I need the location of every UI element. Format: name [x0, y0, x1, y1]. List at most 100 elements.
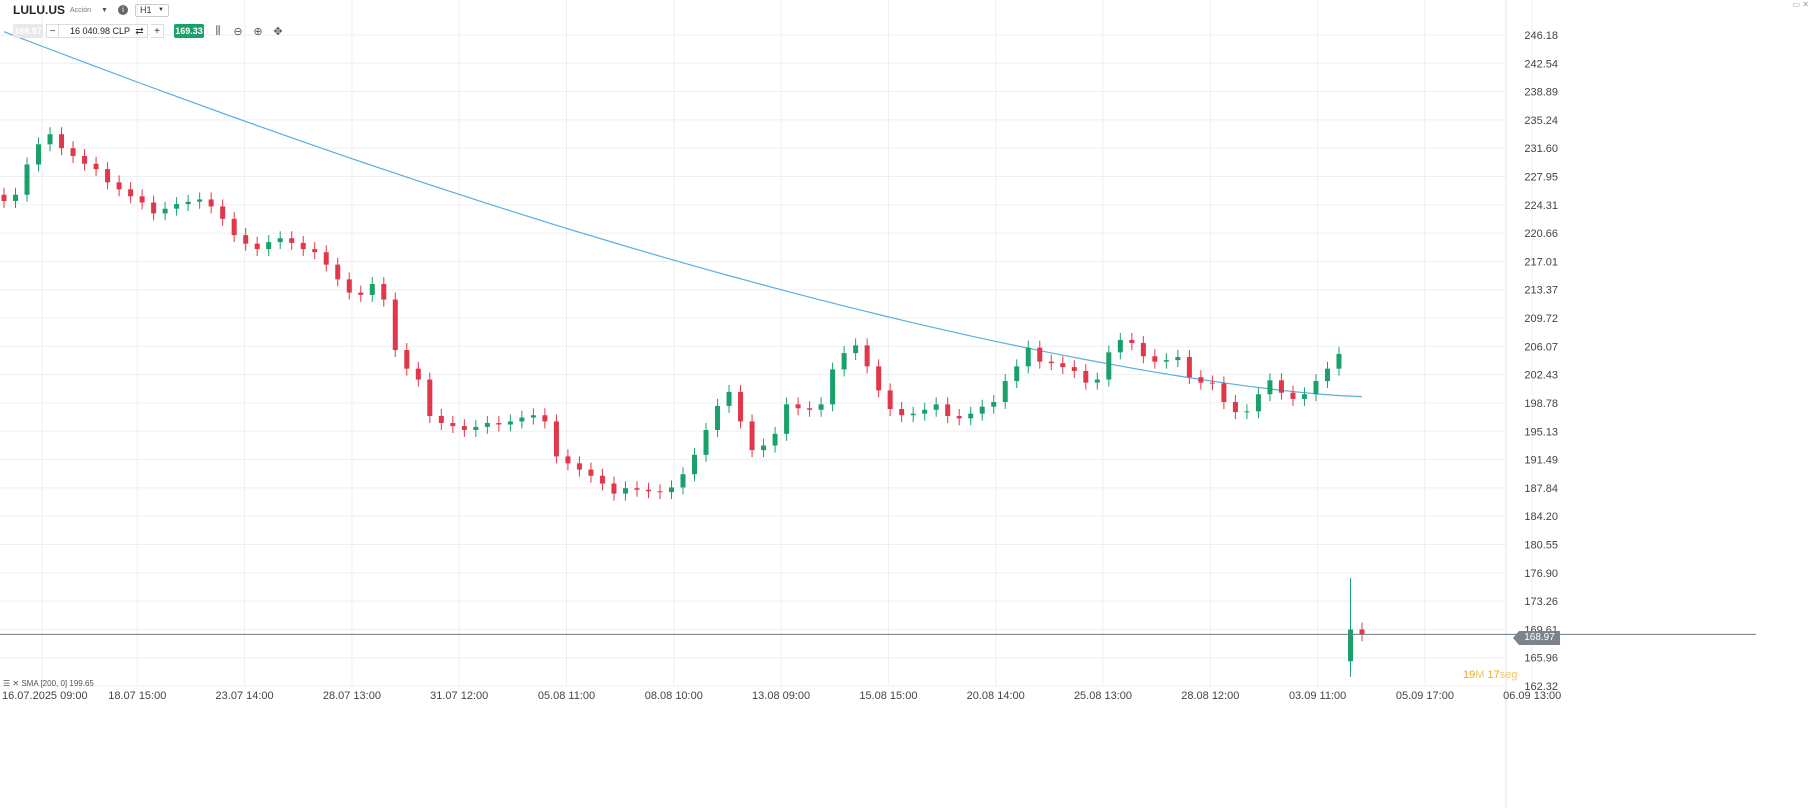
candle-body: [668, 487, 674, 493]
zoom-out-icon[interactable]: ⊖: [233, 25, 243, 38]
y-tick-label: 162.32: [1524, 681, 1558, 693]
candlestick-icon[interactable]: ⫼: [215, 24, 221, 37]
y-tick-label: 173.26: [1524, 596, 1558, 608]
candle-body: [876, 366, 882, 391]
y-tick-label: 165.96: [1524, 653, 1558, 665]
candle-body: [1048, 361, 1054, 364]
candlesticks: [1, 127, 1365, 677]
candle-body: [139, 196, 145, 203]
candle-body: [553, 421, 559, 457]
y-tick-label: 187.84: [1524, 483, 1558, 495]
candle-body: [715, 405, 721, 430]
candle-body: [197, 199, 203, 202]
candle-body: [576, 463, 582, 470]
x-tick-label: 20.08 14:00: [967, 690, 1025, 702]
candle-body: [151, 202, 157, 214]
y-tick-label: 213.37: [1524, 285, 1558, 297]
candle-body: [162, 208, 168, 214]
candle-body: [277, 238, 283, 243]
x-tick-label: 05.08 11:00: [538, 690, 595, 702]
candle-body: [243, 235, 249, 244]
candle-body: [1255, 394, 1261, 412]
candle-body: [841, 353, 847, 370]
countdown-seconds-unit: seg: [1499, 669, 1518, 681]
candle-body: [427, 379, 433, 417]
zoom-in-icon[interactable]: ⊕: [253, 25, 263, 38]
candle-body: [542, 415, 548, 422]
candle-body: [991, 402, 997, 407]
sma-legend-text: SMA [200, 0] 199.65: [21, 679, 94, 688]
candle-body: [266, 242, 272, 250]
candle-body: [910, 413, 916, 416]
crosshair-icon[interactable]: ✥: [273, 25, 283, 38]
candle-body: [1083, 370, 1089, 383]
candle-body: [1290, 392, 1296, 399]
symbol-name[interactable]: LULU.US: [13, 3, 65, 17]
candle-body: [1140, 343, 1146, 357]
symbol-bar: LULU.US Acción ▼ i H1 ▼: [0, 0, 169, 20]
increase-amount-button[interactable]: +: [151, 24, 164, 38]
candle-body: [381, 284, 387, 300]
candle-body: [358, 292, 364, 295]
candle-body: [438, 416, 444, 423]
close-icon[interactable]: ✕: [12, 679, 20, 688]
candle-body: [1198, 377, 1204, 383]
candle-body: [899, 409, 905, 416]
candle-body: [116, 182, 122, 190]
y-tick-label: 235.24: [1524, 115, 1558, 127]
candle-body: [13, 194, 19, 201]
window-controls[interactable]: ▭ ✕: [1792, 0, 1809, 9]
y-tick-label: 198.78: [1524, 398, 1558, 410]
timeframe-value: H1: [139, 5, 152, 15]
x-tick-label: 13.08 09:00: [752, 690, 810, 702]
candle-body: [1129, 339, 1135, 344]
candle-body: [830, 369, 836, 405]
x-tick-label: 23.07 14:00: [216, 690, 274, 702]
asset-type-label: Acción: [70, 6, 92, 14]
candle-body: [1025, 347, 1031, 367]
candle-body: [818, 404, 824, 410]
amount-input[interactable]: [59, 24, 132, 38]
chart-grid: [0, 0, 1533, 687]
candle-body: [795, 404, 801, 409]
swap-icon[interactable]: ⇄: [132, 24, 148, 38]
timeframe-select[interactable]: H1 ▼: [134, 3, 169, 17]
candle-body: [692, 454, 698, 475]
candle-body: [220, 206, 226, 219]
x-axis: 16.07.2025 09:00 18.07 15:00 23.07 14:00 28…: [2, 690, 1561, 702]
candle-body: [93, 163, 99, 170]
y-tick-label: 242.54: [1524, 58, 1558, 70]
sma-legend[interactable]: ☰ ✕ SMA [200, 0] 199.65: [3, 679, 94, 688]
candle-body: [415, 368, 421, 380]
candle-body: [968, 413, 974, 419]
decrease-amount-button[interactable]: −: [46, 24, 59, 38]
y-tick-label: 220.66: [1524, 228, 1558, 240]
x-tick-label: 06.09 13:00: [1503, 690, 1561, 702]
candle-body: [1002, 381, 1008, 403]
candle-body: [887, 390, 893, 410]
candle-body: [346, 279, 352, 293]
candle-body: [622, 488, 628, 494]
candle-body: [404, 350, 410, 369]
candle-body: [1232, 402, 1238, 413]
info-icon[interactable]: i: [117, 5, 128, 15]
y-tick-label: 238.89: [1524, 87, 1558, 99]
candle-body: [1278, 380, 1284, 393]
sell-price-button[interactable]: 168.97: [13, 24, 43, 38]
candle-body: [853, 345, 859, 354]
current-price-tag: 168.97: [1513, 631, 1560, 645]
candle-body: [174, 204, 180, 209]
candle-body: [300, 242, 306, 250]
chevron-down-icon[interactable]: ▼: [101, 6, 108, 14]
candle-body: [784, 404, 790, 434]
candle-body: [645, 489, 651, 492]
candle-body: [369, 284, 375, 295]
candle-body: [289, 238, 295, 243]
menu-icon[interactable]: ☰: [3, 679, 11, 688]
candle-body: [128, 189, 134, 197]
buy-price-button[interactable]: 169.33: [174, 24, 204, 38]
x-tick-label: 15.08 15:00: [859, 690, 917, 702]
y-tick-label: 180.55: [1524, 539, 1558, 551]
candle-body: [1209, 382, 1215, 384]
